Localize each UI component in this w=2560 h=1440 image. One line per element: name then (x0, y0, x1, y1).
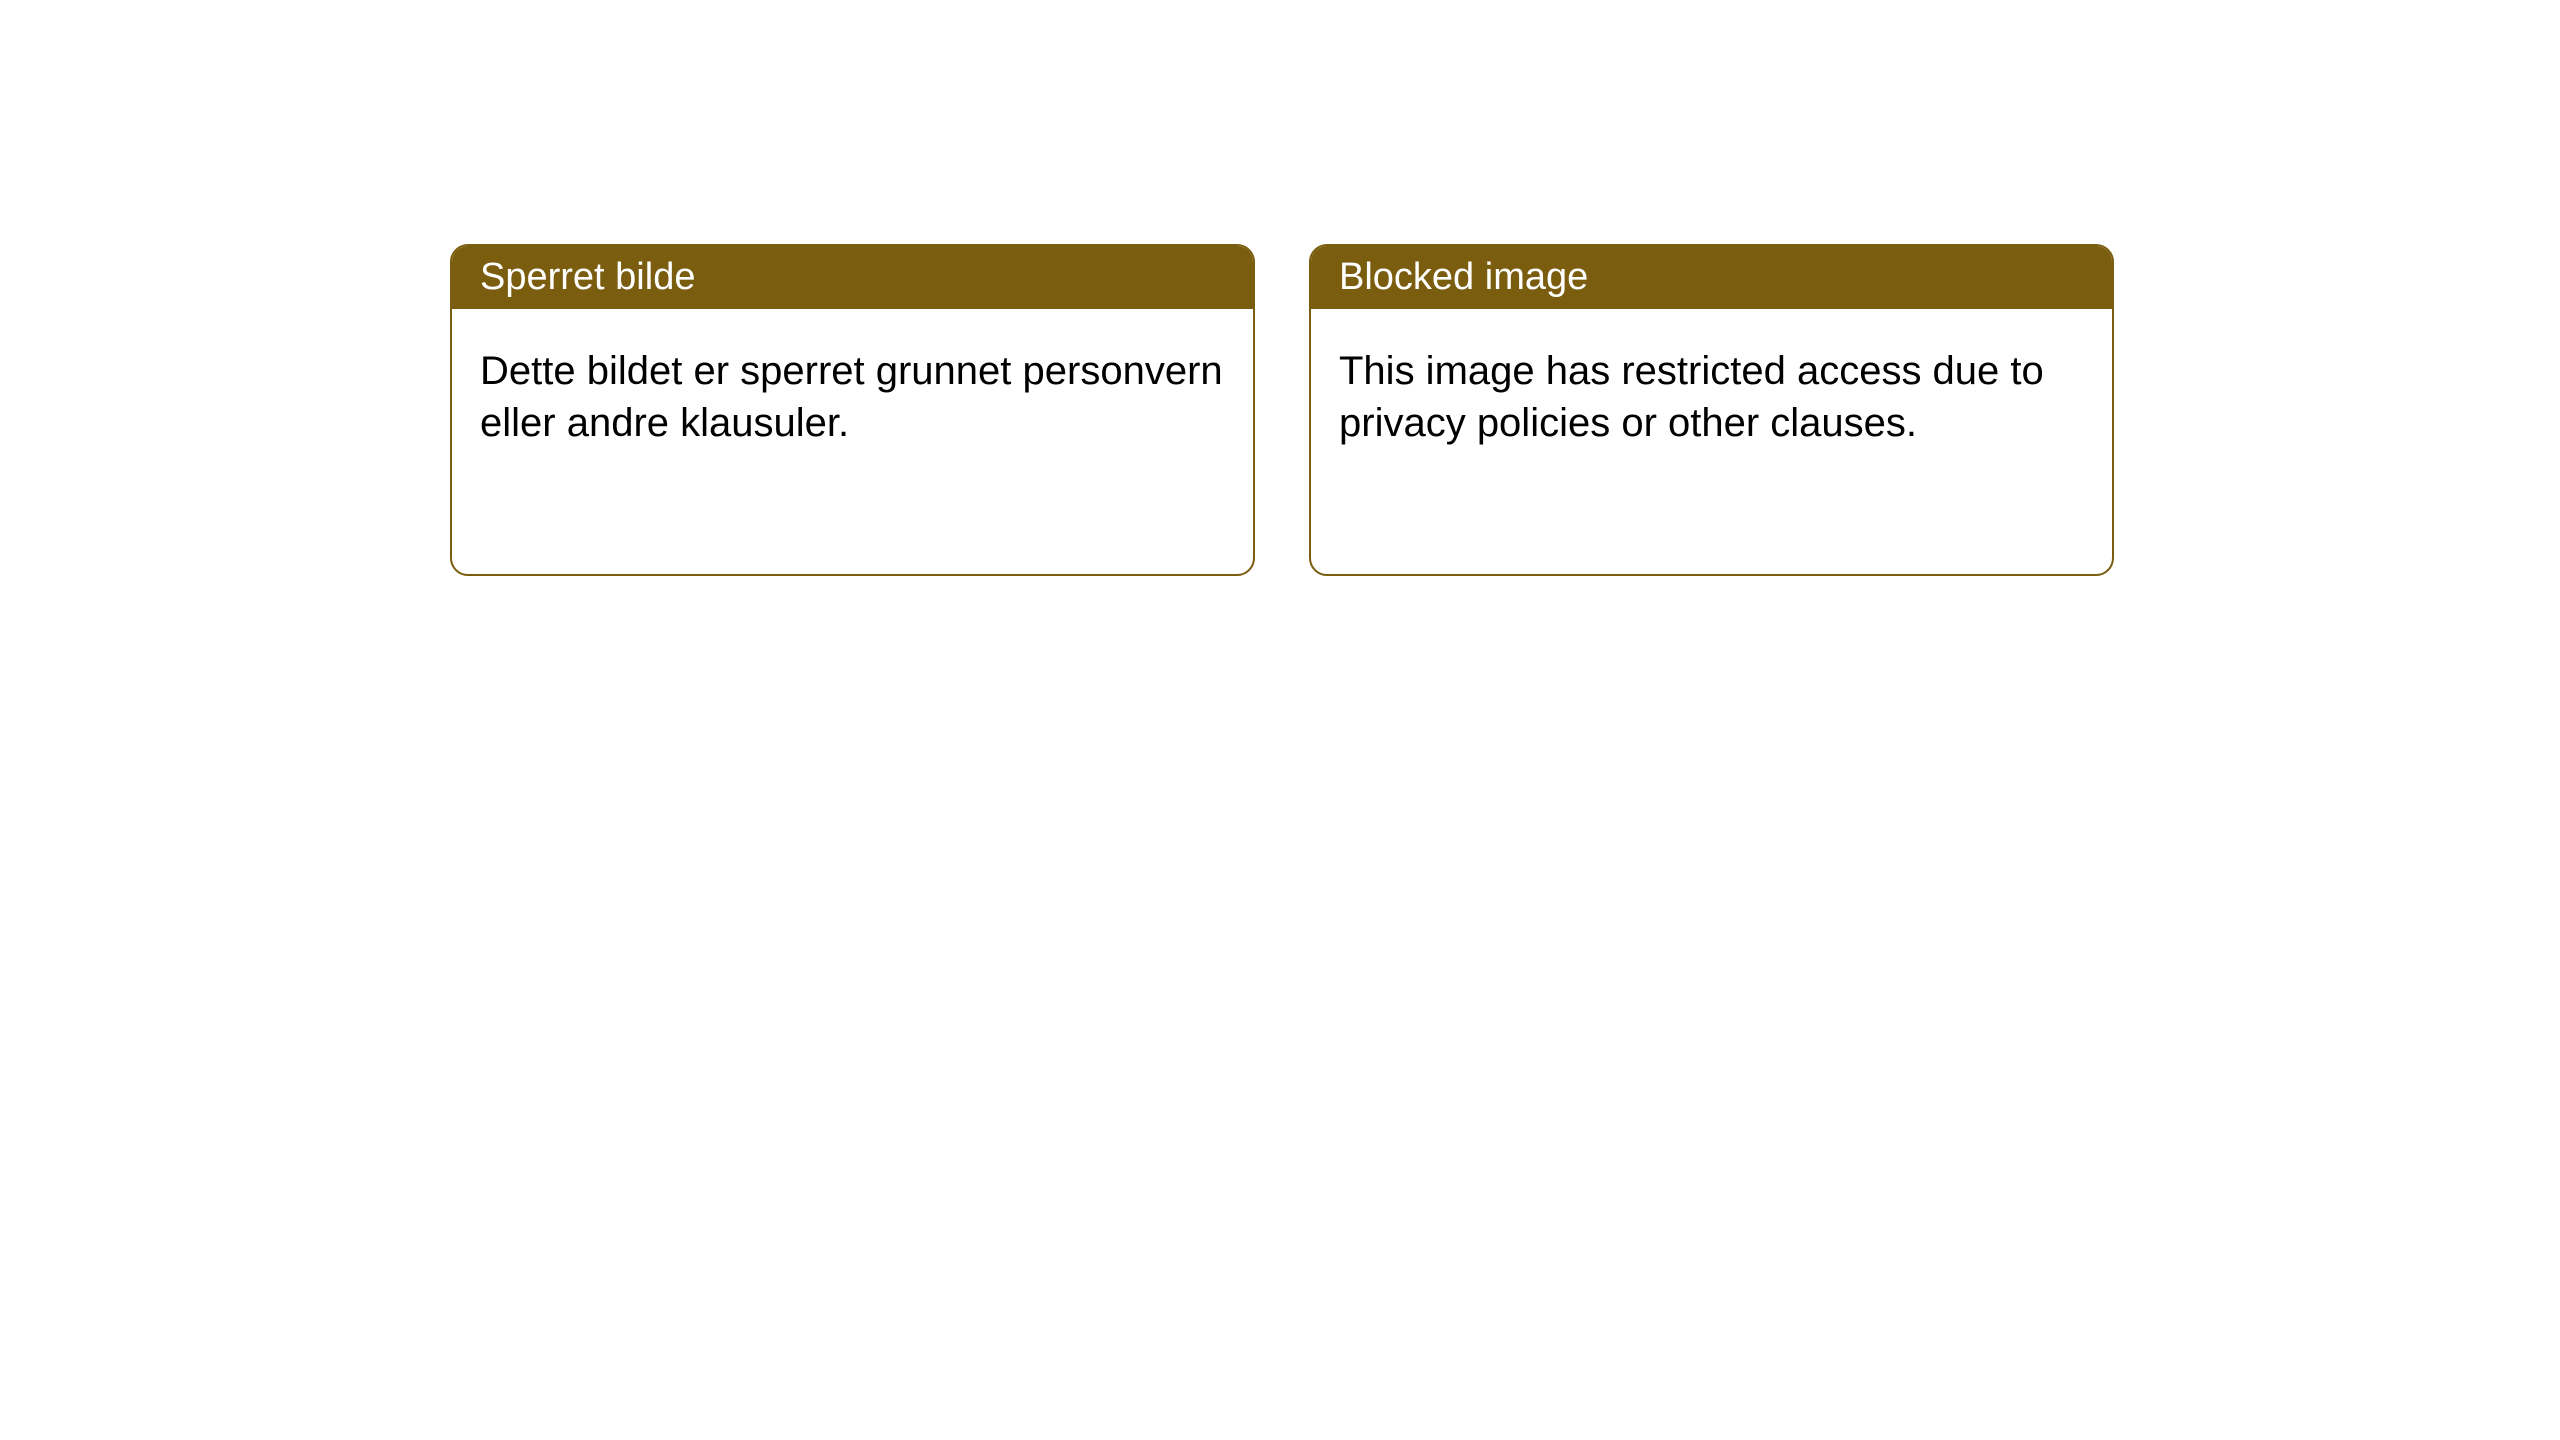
notice-header: Sperret bilde (452, 246, 1253, 309)
notice-title: Blocked image (1339, 256, 1588, 298)
notice-container: Sperret bilde Dette bildet er sperret gr… (0, 0, 2560, 576)
notice-header: Blocked image (1311, 246, 2112, 309)
notice-body: Dette bildet er sperret grunnet personve… (452, 309, 1253, 485)
notice-box-english: Blocked image This image has restricted … (1309, 244, 2114, 576)
notice-body: This image has restricted access due to … (1311, 309, 2112, 485)
notice-title: Sperret bilde (480, 256, 695, 298)
notice-body-text: Dette bildet er sperret grunnet personve… (480, 349, 1223, 445)
notice-body-text: This image has restricted access due to … (1339, 349, 2044, 445)
notice-box-norwegian: Sperret bilde Dette bildet er sperret gr… (450, 244, 1255, 576)
